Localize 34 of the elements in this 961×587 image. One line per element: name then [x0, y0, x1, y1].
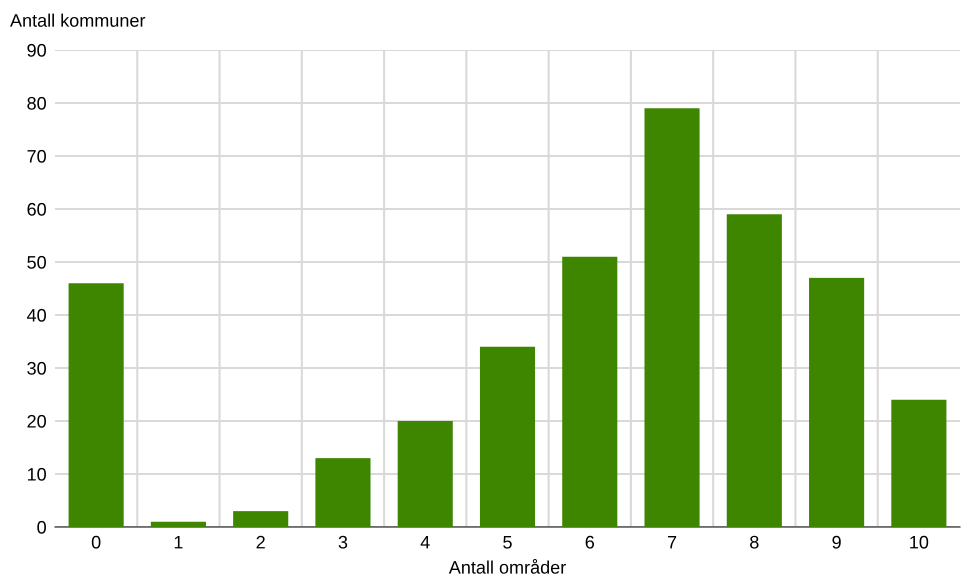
bar	[891, 400, 946, 527]
x-tick-label: 2	[256, 536, 265, 548]
y-tick-label: 70	[28, 150, 46, 163]
bar	[398, 421, 453, 527]
y-tick-label: 60	[28, 202, 46, 216]
y-tick-label: 80	[27, 96, 46, 110]
bar	[150, 522, 206, 527]
y-tick-label: 40	[27, 308, 46, 322]
y-tick-label: 50	[27, 256, 46, 269]
x-tick-label: 5	[503, 536, 512, 549]
x-tick-label: 3	[338, 536, 348, 549]
x-tick-label: 4	[420, 536, 430, 548]
y-axis-title: Antall kommuner	[10, 14, 146, 27]
x-tick-label: 10	[910, 536, 928, 549]
x-tick-label: 9	[832, 536, 841, 549]
x-tick-label: 8	[750, 536, 759, 549]
x-tick-label: 7	[668, 536, 676, 548]
y-tick-label: 20	[27, 414, 46, 428]
x-tick-label: 1	[174, 536, 183, 548]
bar	[726, 214, 782, 527]
x-tick-label: 6	[586, 536, 594, 549]
bar	[562, 256, 618, 527]
bar	[315, 458, 371, 527]
bar	[480, 346, 536, 527]
y-tick-label: 90	[27, 44, 46, 57]
bar	[233, 511, 288, 527]
bar	[68, 283, 124, 527]
bar	[644, 108, 700, 527]
x-tick-label: 0	[92, 536, 100, 549]
y-tick-label: 0	[37, 520, 46, 534]
bar	[809, 278, 864, 527]
x-axis-title: Antall områder	[448, 559, 566, 574]
y-tick-label: 30	[27, 362, 46, 375]
y-tick-label: 10	[28, 468, 46, 481]
